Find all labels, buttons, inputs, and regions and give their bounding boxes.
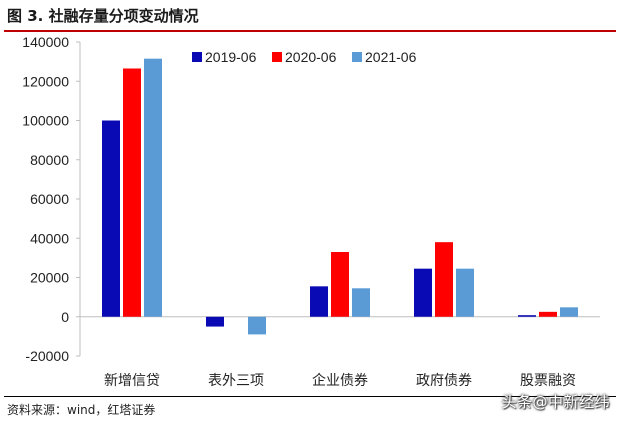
bar-2020-06-0 (123, 68, 141, 317)
legend-label: 2021-06 (365, 49, 417, 65)
bar-2021-06-4 (560, 307, 578, 317)
legend-swatch-2019-06 (192, 52, 202, 62)
legend: 2019-06 2020-06 2021-06 (192, 49, 417, 65)
bar-2021-06-1 (248, 316, 266, 335)
figure-header: 图 3. 社融存量分项变动情况 (0, 0, 620, 30)
x-category-label: 政府债券 (416, 373, 472, 389)
legend-swatch-2021-06 (352, 52, 362, 62)
y-tick-label: 40000 (30, 230, 69, 246)
y-tick-label: 80000 (30, 152, 69, 168)
watermark: 头条@中新经纬 (501, 393, 610, 411)
y-tick-label: 100000 (22, 113, 69, 129)
y-tick-label: 20000 (30, 270, 69, 286)
source-note: 资料来源：wind，红塔证券 (7, 403, 156, 417)
figure-title: 图 3. 社融存量分项变动情况 (7, 7, 199, 25)
bar-2019-06-3 (414, 268, 432, 317)
x-category-label: 表外三项 (208, 373, 264, 389)
bar-chart: -20000 0 20000 40000 60000 80000 100000 120000 1… (22, 34, 600, 389)
y-tick-label: -20000 (25, 348, 69, 364)
bar-2019-06-1 (206, 316, 224, 327)
bar-2021-06-2 (352, 288, 370, 317)
y-tick-label: 60000 (30, 191, 69, 207)
source-divider (4, 396, 616, 397)
legend-label: 2019-06 (205, 49, 257, 65)
legend-swatch-2020-06 (272, 52, 282, 62)
title-divider (4, 30, 616, 32)
axis-layer: -20000 0 20000 40000 60000 80000 100000 120000 1… (22, 34, 600, 389)
legend-label: 2020-06 (285, 49, 337, 65)
bar-2020-06-2 (331, 251, 349, 317)
bar-2019-06-4 (518, 315, 536, 317)
y-tick-label: 0 (61, 309, 69, 325)
bar-2020-06-4 (539, 311, 557, 317)
x-category-label: 股票融资 (520, 373, 576, 389)
bar-2021-06-3 (456, 268, 474, 317)
bars-layer (102, 58, 578, 335)
bar-2019-06-0 (102, 120, 120, 317)
x-category-label: 新增信贷 (104, 373, 160, 389)
y-tick-label: 120000 (22, 73, 69, 89)
bar-2019-06-2 (310, 286, 328, 317)
y-tick-label: 140000 (22, 34, 69, 50)
x-category-label: 企业债券 (312, 372, 368, 389)
bar-2021-06-0 (144, 58, 162, 317)
bar-2020-06-3 (435, 242, 453, 317)
